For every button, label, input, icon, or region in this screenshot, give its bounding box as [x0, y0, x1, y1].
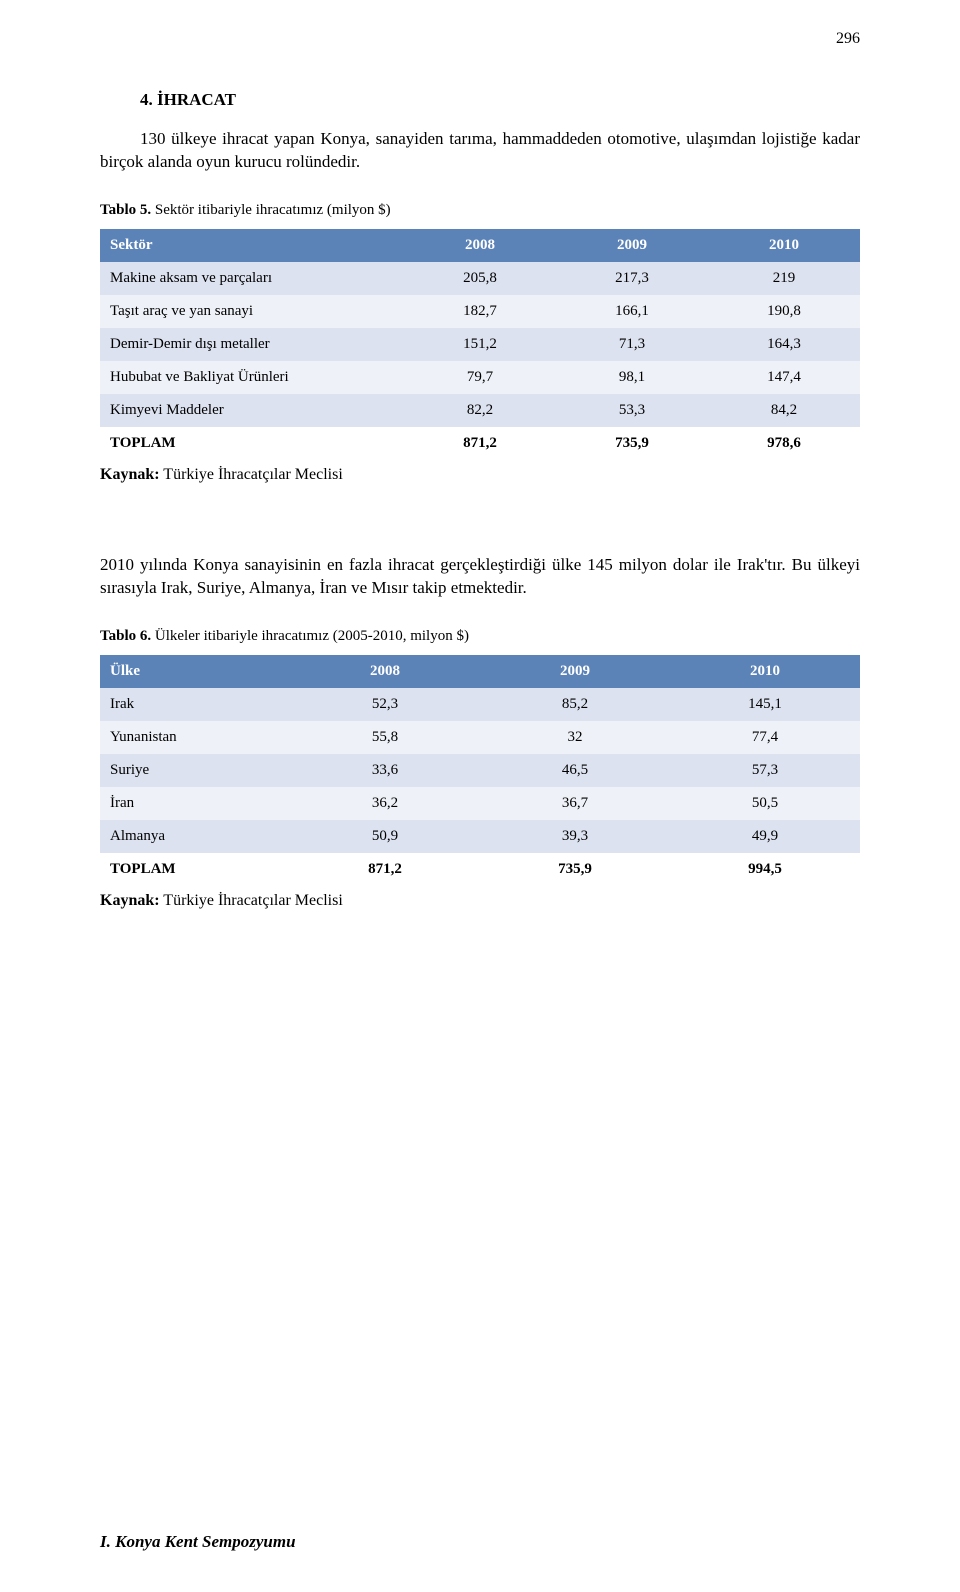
table-cell: 52,3 [290, 688, 480, 721]
footer: I. Konya Kent Sempozyumu [100, 1532, 296, 1552]
table-cell: Almanya [100, 820, 290, 853]
table-cell: 36,7 [480, 787, 670, 820]
paragraph-2: 2010 yılında Konya sanayisinin en fazla … [100, 554, 860, 600]
table-cell: 205,8 [404, 262, 556, 295]
table5-head: Sektör200820092010 [100, 229, 860, 262]
table-cell: 219 [708, 262, 860, 295]
table-cell: 32 [480, 721, 670, 754]
table-cell: 49,9 [670, 820, 860, 853]
table-cell: 98,1 [556, 361, 708, 394]
table-cell: Demir-Demir dışı metaller [100, 328, 404, 361]
table-cell: 85,2 [480, 688, 670, 721]
table-row: TOPLAM871,2735,9978,6 [100, 427, 860, 460]
table6-caption-text: Ülkeler itibariyle ihracatımız (2005-201… [151, 628, 469, 644]
table-row: Makine aksam ve parçaları205,8217,3219 [100, 262, 860, 295]
table6: Ülke200820092010 Irak52,385,2145,1Yunani… [100, 655, 860, 886]
table-cell: 46,5 [480, 754, 670, 787]
table6-caption: Tablo 6. Ülkeler itibariyle ihracatımız … [100, 628, 860, 645]
table-cell: Makine aksam ve parçaları [100, 262, 404, 295]
table-cell: 57,3 [670, 754, 860, 787]
table5-source-label: Kaynak: [100, 466, 160, 483]
table-row: Taşıt araç ve yan sanayi182,7166,1190,8 [100, 295, 860, 328]
table-cell: 84,2 [708, 394, 860, 427]
table-row: Yunanistan55,83277,4 [100, 721, 860, 754]
table-row: Kimyevi Maddeler82,253,384,2 [100, 394, 860, 427]
section-title: 4. İHRACAT [100, 90, 860, 110]
table-cell: 164,3 [708, 328, 860, 361]
table-cell: 39,3 [480, 820, 670, 853]
table5-caption: Tablo 5. Sektör itibariyle ihracatımız (… [100, 202, 860, 219]
table6-source-label: Kaynak: [100, 892, 160, 909]
table5-caption-label: Tablo 5. [100, 202, 151, 218]
table-cell: 55,8 [290, 721, 480, 754]
page-number: 296 [836, 30, 860, 48]
table6-caption-label: Tablo 6. [100, 628, 151, 644]
table-cell: Hububat ve Bakliyat Ürünleri [100, 361, 404, 394]
table-cell: 36,2 [290, 787, 480, 820]
table-cell: 50,9 [290, 820, 480, 853]
table5-caption-text: Sektör itibariyle ihracatımız (milyon $) [151, 202, 391, 218]
table5-header-cell: 2010 [708, 229, 860, 262]
table5-source: Kaynak: Türkiye İhracatçılar Meclisi [100, 466, 860, 484]
table-cell: 994,5 [670, 853, 860, 886]
table-row: Demir-Demir dışı metaller151,271,3164,3 [100, 328, 860, 361]
table-cell: Irak [100, 688, 290, 721]
table6-head: Ülke200820092010 [100, 655, 860, 688]
table-cell: 871,2 [290, 853, 480, 886]
table-row: Suriye33,646,557,3 [100, 754, 860, 787]
table-cell: 190,8 [708, 295, 860, 328]
table-cell: 166,1 [556, 295, 708, 328]
table-cell: 33,6 [290, 754, 480, 787]
table-cell: İran [100, 787, 290, 820]
table-cell: TOPLAM [100, 853, 290, 886]
table-cell: 151,2 [404, 328, 556, 361]
table-cell: Taşıt araç ve yan sanayi [100, 295, 404, 328]
table6-source-text: Türkiye İhracatçılar Meclisi [160, 892, 343, 909]
table5-body: Makine aksam ve parçaları205,8217,3219Ta… [100, 262, 860, 460]
table-cell: 735,9 [556, 427, 708, 460]
table5-header-cell: 2008 [404, 229, 556, 262]
table-cell: Yunanistan [100, 721, 290, 754]
table6-source: Kaynak: Türkiye İhracatçılar Meclisi [100, 892, 860, 910]
table-row: TOPLAM871,2735,9994,5 [100, 853, 860, 886]
table-cell: Kimyevi Maddeler [100, 394, 404, 427]
table-cell: TOPLAM [100, 427, 404, 460]
paragraph-1: 130 ülkeye ihracat yapan Konya, sanayide… [100, 128, 860, 174]
table6-body: Irak52,385,2145,1Yunanistan55,83277,4Sur… [100, 688, 860, 886]
table6-header-cell: 2009 [480, 655, 670, 688]
table-row: İran36,236,750,5 [100, 787, 860, 820]
table-cell: 145,1 [670, 688, 860, 721]
table-row: Hububat ve Bakliyat Ürünleri79,798,1147,… [100, 361, 860, 394]
table6-header-cell: 2010 [670, 655, 860, 688]
table-cell: 53,3 [556, 394, 708, 427]
table5-header-cell: Sektör [100, 229, 404, 262]
table-cell: 77,4 [670, 721, 860, 754]
table-cell: 71,3 [556, 328, 708, 361]
table-cell: 182,7 [404, 295, 556, 328]
table-cell: 978,6 [708, 427, 860, 460]
table-cell: 217,3 [556, 262, 708, 295]
table-row: Irak52,385,2145,1 [100, 688, 860, 721]
table-cell: 735,9 [480, 853, 670, 886]
table-cell: Suriye [100, 754, 290, 787]
table-cell: 871,2 [404, 427, 556, 460]
table-row: Almanya50,939,349,9 [100, 820, 860, 853]
table-cell: 79,7 [404, 361, 556, 394]
table-cell: 82,2 [404, 394, 556, 427]
table6-header-cell: Ülke [100, 655, 290, 688]
table5-header-cell: 2009 [556, 229, 708, 262]
table5-source-text: Türkiye İhracatçılar Meclisi [160, 466, 343, 483]
table-cell: 50,5 [670, 787, 860, 820]
table6-header-cell: 2008 [290, 655, 480, 688]
table-cell: 147,4 [708, 361, 860, 394]
table5: Sektör200820092010 Makine aksam ve parça… [100, 229, 860, 460]
